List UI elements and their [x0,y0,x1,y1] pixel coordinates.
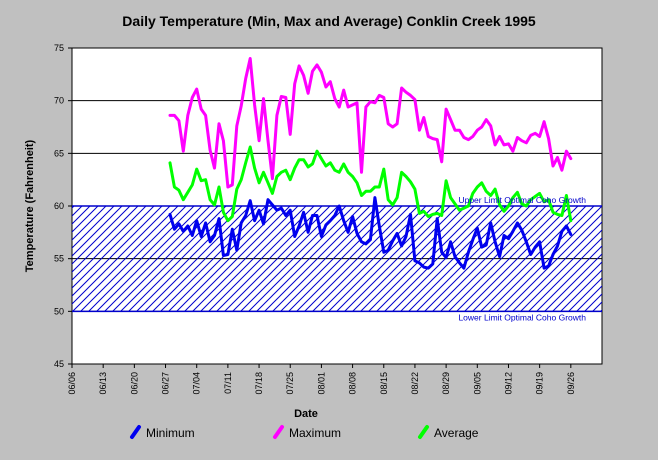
x-tick-label: 06/20 [129,372,139,395]
series-lines [168,57,573,270]
lower-limit-label: Lower Limit Optimal Coho Growth [458,312,586,322]
x-tick-label: 09/05 [472,372,482,395]
x-tick-label: 08/01 [316,372,326,395]
x-tick-label: 06/06 [67,372,77,395]
x-tick-label: 08/15 [379,372,389,395]
y-tick-label: 45 [54,359,64,369]
y-tick-label: 50 [54,306,64,316]
legend-label-minimum: Minimum [146,426,195,440]
series-line-maximum [168,57,573,189]
x-tick-label: 09/12 [503,372,513,395]
annotations: Upper Limit Optimal Coho Growth Lower Lim… [458,195,586,322]
legend-label-maximum: Maximum [289,426,341,440]
series-line-minimum [168,196,573,270]
legend-swatch-minimum [130,425,141,439]
x-tick-label: 06/13 [98,372,108,395]
x-tick-label: 08/08 [348,372,358,395]
band-hatch [72,206,602,312]
y-tick-label: 60 [54,201,64,211]
x-tick-label: 08/22 [410,372,420,395]
x-tick-label: 07/11 [223,372,233,394]
x-tick-label: 07/25 [285,372,295,395]
y-tick-label: 55 [54,254,64,264]
y-tick-label: 70 [54,96,64,106]
x-tick-label: 07/04 [192,372,202,395]
chart-title: Daily Temperature (Min, Max and Average)… [122,13,536,29]
legend-swatch-average [418,425,429,439]
y-axis: 45 50 55 60 65 70 75 [54,43,72,369]
coho-growth-band [72,205,602,313]
x-axis-label: Date [294,408,318,420]
legend-swatch-maximum [273,425,284,439]
y-tick-label: 75 [54,43,64,53]
x-tick-label: 09/19 [535,372,545,395]
x-tick-label: 08/29 [441,372,451,395]
legend-label-average: Average [434,426,479,440]
y-tick-label: 65 [54,148,64,158]
series-line-average [168,145,573,223]
legend: Minimum Maximum Average [130,425,479,440]
x-tick-label: 07/18 [254,372,264,395]
x-tick-label: 06/27 [161,372,171,395]
upper-limit-label: Upper Limit Optimal Coho Growth [458,195,586,205]
x-tick-label: 09/26 [566,372,576,395]
x-axis: 06/06 06/13 06/20 06/27 07/04 07/11 07/18 07/25… [67,364,576,395]
y-axis-label: Temperature (Fahrenheit) [24,139,36,272]
